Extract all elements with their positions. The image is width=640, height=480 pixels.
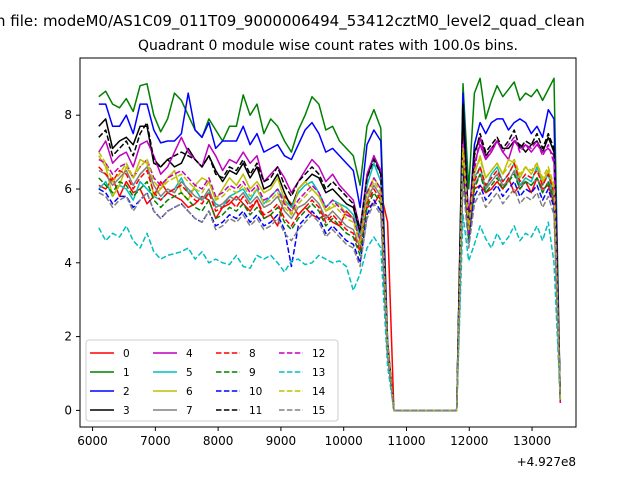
- series-line-7: [98, 166, 562, 412]
- legend-label-13: 13: [312, 367, 325, 379]
- legend-box: [85, 339, 339, 422]
- legend-label-10: 10: [249, 386, 262, 398]
- y-tick-label: 2: [64, 330, 72, 344]
- series-line-11: [98, 103, 562, 412]
- series-line-2: [98, 92, 562, 412]
- x-tick-label: 12000: [450, 434, 488, 448]
- x-tick-label: 6000: [77, 434, 108, 448]
- legend-label-3: 3: [123, 405, 130, 417]
- chart-title: Quadrant 0 module wise count rates with …: [138, 38, 518, 54]
- legend-label-2: 2: [123, 386, 130, 398]
- x-axis: 6000 7000 8000 9000 10000 11000 12000 13000: [77, 427, 551, 448]
- legend-label-7: 7: [186, 405, 193, 417]
- x-tick-label: 13000: [513, 434, 551, 448]
- series-line-8: [98, 151, 562, 412]
- legend-label-8: 8: [249, 348, 256, 360]
- y-tick-label: 4: [64, 256, 72, 270]
- legend-label-5: 5: [186, 367, 193, 379]
- legend-label-9: 9: [249, 367, 256, 379]
- legend-label-6: 6: [186, 386, 193, 398]
- x-tick-label: 11000: [387, 434, 425, 448]
- series-line-12: [98, 136, 562, 412]
- plot-area: [98, 77, 562, 412]
- y-tick-label: 8: [64, 108, 72, 122]
- x-tick-label: 7000: [140, 434, 171, 448]
- legend-label-15: 15: [312, 405, 325, 417]
- x-tick-label: 9000: [266, 434, 297, 448]
- x-tick-label: 8000: [203, 434, 234, 448]
- series-line-1: [98, 77, 562, 412]
- series-line-15: [98, 180, 562, 412]
- series-line-14: [98, 147, 562, 412]
- x-tick-label: 10000: [325, 434, 363, 448]
- series-line-4: [98, 136, 562, 412]
- y-axis: 0 2 4 6 8: [64, 108, 80, 417]
- series-line-9: [98, 162, 562, 412]
- legend-label-1: 1: [123, 367, 130, 379]
- legend-label-14: 14: [312, 386, 326, 398]
- figure-suptitle: n file: modeM0/AS1C09_011T09_9000006494_…: [0, 12, 585, 31]
- series-line-13: [98, 214, 562, 412]
- legend-label-0: 0: [123, 348, 130, 360]
- x-offset-text: +4.927e8: [517, 455, 576, 469]
- legend-label-11: 11: [249, 405, 262, 417]
- legend-label-12: 12: [312, 348, 325, 360]
- legend-label-4: 4: [186, 348, 193, 360]
- y-tick-label: 6: [64, 182, 72, 196]
- axes-frame: [79, 57, 577, 428]
- y-tick-label: 0: [64, 403, 72, 417]
